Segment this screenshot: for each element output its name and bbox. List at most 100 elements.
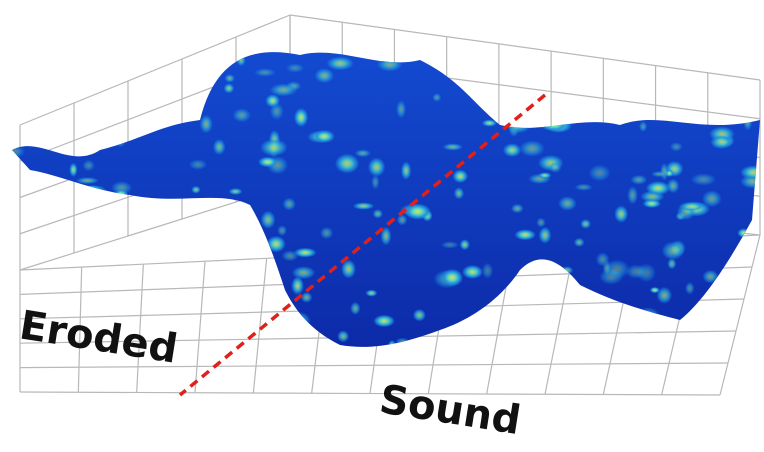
texture-spot (47, 263, 64, 277)
texture-spot (711, 285, 727, 292)
figure: Eroded Sound (0, 0, 764, 452)
texture-spot (177, 294, 188, 301)
texture-spot (401, 161, 411, 180)
texture-spot (588, 316, 598, 333)
texture-spot (627, 186, 638, 205)
texture-spot (258, 157, 277, 168)
texture-spot (685, 282, 694, 295)
texture-spot (188, 284, 199, 295)
texture-spot (530, 273, 542, 293)
texture-spot (283, 198, 296, 211)
texture-spot (244, 319, 256, 329)
texture-spot (265, 94, 280, 107)
texture-spot (662, 241, 684, 260)
texture-spot (86, 185, 107, 198)
texture-spot (232, 108, 250, 122)
texture-spot (353, 202, 375, 209)
texture-spot (153, 272, 174, 285)
texture-spot (92, 95, 106, 102)
texture-spot (158, 227, 168, 237)
texture-spot (301, 292, 313, 303)
texture-spot (20, 45, 47, 54)
texture-spot (462, 265, 483, 279)
label-eroded: Eroded (16, 302, 180, 372)
texture-spot (724, 319, 749, 335)
texture-spot (135, 240, 149, 257)
texture-spot (224, 330, 244, 338)
texture-spot (536, 218, 545, 228)
texture-spot (159, 111, 175, 121)
texture-spot (580, 219, 591, 229)
texture-spot (91, 281, 117, 291)
texture-spot (66, 56, 78, 66)
texture-spot (511, 204, 524, 213)
texture-spot (70, 47, 86, 63)
texture-spot (432, 93, 441, 102)
texture-spot (129, 46, 156, 66)
texture-spot (396, 338, 410, 346)
texture-spot (123, 37, 143, 44)
texture-spot (561, 266, 573, 274)
texture-spot (5, 182, 20, 196)
texture-spot (721, 283, 748, 292)
texture-spot (368, 157, 385, 176)
texture-spot (60, 48, 86, 68)
texture-spot (292, 266, 316, 279)
texture-spot (181, 241, 192, 255)
texture-spot (355, 149, 371, 157)
texture-spot (238, 223, 247, 238)
texture-spot (497, 38, 505, 47)
texture-spot (593, 39, 616, 51)
texture-spot (710, 135, 732, 149)
texture-spot (237, 55, 246, 66)
texture-spot (539, 227, 552, 244)
texture-spot (500, 56, 508, 70)
texture-spot (254, 68, 276, 76)
texture-spot (650, 287, 660, 293)
texture-spot (366, 34, 377, 52)
texture-spot (710, 64, 725, 71)
texture-spot (413, 309, 426, 321)
texture-spot (36, 273, 54, 282)
texture-spot (441, 241, 459, 248)
texture-spot (314, 130, 335, 143)
texture-spot (134, 52, 160, 60)
texture-spot (344, 37, 369, 56)
texture-spot (388, 47, 404, 56)
texture-spot (71, 276, 97, 288)
texture-spot (538, 172, 551, 178)
texture-spot (514, 229, 535, 240)
texture-spot (320, 227, 333, 239)
texture-spot (350, 302, 360, 315)
texture-spot (189, 159, 207, 170)
texture-spot (373, 315, 395, 327)
texture-spot (289, 312, 311, 330)
texture-spot (213, 279, 234, 286)
texture-spot (114, 189, 127, 198)
texture-spot (646, 181, 670, 195)
texture-spot (530, 271, 553, 287)
texture-spot (534, 323, 552, 330)
texture-spot (371, 175, 379, 190)
texture-spot (108, 110, 126, 120)
texture-spot (614, 205, 628, 222)
texture-spot (419, 42, 433, 53)
texture-spot (615, 71, 629, 78)
texture-spot (460, 239, 470, 250)
texture-spot (200, 115, 213, 134)
texture-spot (170, 225, 196, 244)
texture-spot (82, 160, 94, 171)
texture-spot (191, 232, 203, 252)
texture-spot (137, 90, 151, 109)
texture-spot (388, 340, 396, 352)
texture-spot (177, 206, 192, 214)
texture-spot (581, 334, 601, 347)
texture-spot (373, 209, 383, 218)
texture-spot (69, 163, 77, 177)
texture-spot (574, 184, 592, 191)
texture-spot (140, 292, 154, 308)
texture-spot (14, 74, 29, 87)
texture-spot (13, 198, 38, 216)
texture-spot (643, 199, 661, 208)
texture-spot (218, 331, 241, 338)
